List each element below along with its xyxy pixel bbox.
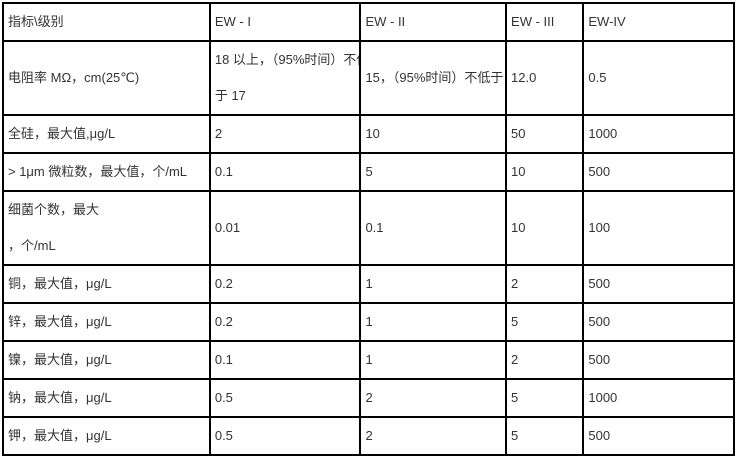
cell-value: 5 (360, 153, 507, 191)
cell-value: 10 (360, 115, 507, 153)
cell-value: 1000 (583, 379, 734, 417)
row-label: 镍，最大值，μg/L (3, 341, 210, 379)
row-label: > 1μm 微粒数，最大值，个/mL (3, 153, 210, 191)
cell-value: 0.2 (209, 303, 361, 341)
cell-value: 10 (506, 191, 584, 265)
column-header-ew2: EW - II (360, 3, 507, 41)
row-label: 钠，最大值，μg/L (3, 379, 210, 417)
row-nickel: 镍，最大值，μg/L 0.1 1 2 500 (3, 341, 734, 379)
cell-value: 0.5 (209, 417, 361, 455)
row-copper: 铜，最大值，μg/L 0.2 1 2 500 (3, 265, 734, 303)
cell-value: 15，（95%时间）不低于 13 (360, 41, 507, 115)
cell-value: 100 (583, 191, 734, 265)
cell-value: 1 (360, 265, 507, 303)
cell-line: 18 以上，（95%时间）不低 (214, 52, 361, 67)
cell-value: 0.1 (209, 153, 361, 191)
cell-value: 500 (583, 265, 734, 303)
column-header-ew1: EW - I (209, 3, 361, 41)
cell-value: 2 (506, 341, 584, 379)
column-header-ew4: EW-IV (583, 3, 734, 41)
cell-value: 2 (506, 265, 584, 303)
cell-value: 50 (506, 115, 584, 153)
row-label: 电阻率 MΩ，cm(25℃) (3, 41, 210, 115)
row-zinc: 锌，最大值，μg/L 0.2 1 5 500 (3, 303, 734, 341)
row-potassium: 钾，最大值，μg/L 0.5 2 5 500 (3, 417, 734, 455)
cell-value: 18 以上，（95%时间）不低 于 17 (209, 41, 361, 115)
cell-value: 1 (360, 303, 507, 341)
row-label: 钾，最大值，μg/L (3, 417, 210, 455)
cell-value: 0.1 (209, 341, 361, 379)
cell-value: 10 (506, 153, 584, 191)
row-bacteria: 细菌个数，最大 ，个/mL 0.01 0.1 10 100 (3, 191, 734, 265)
cell-line: 于 17 (214, 88, 246, 103)
row-label: 锌，最大值，μg/L (3, 303, 210, 341)
water-grade-spec-table: 指标\级别 EW - I EW - II EW - III EW-IV 电阻率 … (2, 2, 735, 456)
row-label: 铜，最大值，μg/L (3, 265, 210, 303)
row-label: 全硅，最大值,μg/L (3, 115, 210, 153)
row-silica: 全硅，最大值,μg/L 2 10 50 1000 (3, 115, 734, 153)
column-header-ew3: EW - III (506, 3, 584, 41)
cell-value: 0.01 (209, 191, 361, 265)
header-row: 指标\级别 EW - I EW - II EW - III EW-IV (3, 3, 734, 41)
cell-line: 细菌个数，最大 (8, 202, 100, 217)
cell-value: 500 (583, 417, 734, 455)
cell-value: 0.1 (360, 191, 507, 265)
cell-value: 500 (583, 303, 734, 341)
cell-value: 2 (360, 417, 507, 455)
cell-line: ，个/mL (8, 238, 56, 253)
row-sodium: 钠，最大值，μg/L 0.5 2 5 1000 (3, 379, 734, 417)
cell-value: 0.5 (209, 379, 361, 417)
cell-value: 2 (360, 379, 507, 417)
cell-value: 2 (209, 115, 361, 153)
cell-value: 5 (506, 379, 584, 417)
cell-value: 500 (583, 341, 734, 379)
row-particles: > 1μm 微粒数，最大值，个/mL 0.1 5 10 500 (3, 153, 734, 191)
row-resistivity: 电阻率 MΩ，cm(25℃) 18 以上，（95%时间）不低 于 17 15，（… (3, 41, 734, 115)
cell-value: 0.2 (209, 265, 361, 303)
cell-value: 12.0 (506, 41, 584, 115)
cell-value: 0.5 (583, 41, 734, 115)
cell-value: 5 (506, 303, 584, 341)
row-label: 细菌个数，最大 ，个/mL (3, 191, 210, 265)
column-header-indicator: 指标\级别 (3, 3, 210, 41)
cell-value: 1 (360, 341, 507, 379)
cell-value: 1000 (583, 115, 734, 153)
cell-value: 5 (506, 417, 584, 455)
cell-value: 500 (583, 153, 734, 191)
